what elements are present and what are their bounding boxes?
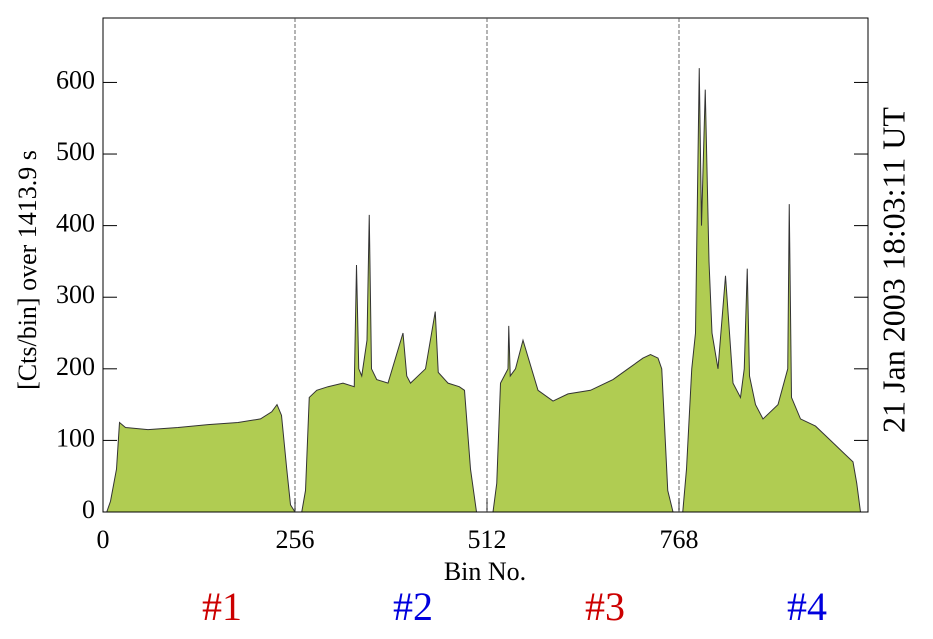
- y-tick-label: 400: [56, 209, 95, 238]
- x-tick-label: 0: [97, 525, 110, 554]
- area: [103, 68, 868, 513]
- segment-label: #4: [787, 584, 827, 629]
- segment-label: #1: [202, 584, 242, 629]
- y-tick-label: 500: [56, 137, 95, 166]
- right-label: 21 Jan 2003 18:03:11 UT: [875, 107, 911, 433]
- y-axis-label: [Cts/bin] over 1413.9 s: [13, 150, 42, 390]
- plot-frame: [102, 17, 869, 513]
- y-tick-label: 600: [56, 65, 95, 94]
- y-tick-label: 200: [56, 352, 95, 381]
- x-axis-label: Bin No.: [444, 557, 526, 586]
- y-tick-label: 100: [56, 423, 95, 452]
- segment-label: #2: [393, 584, 433, 629]
- y-tick-label: 0: [82, 495, 95, 524]
- x-tick-label: 768: [660, 525, 699, 554]
- y-tick-label: 300: [56, 280, 95, 309]
- x-tick-label: 256: [276, 525, 315, 554]
- segment-label: #3: [585, 584, 625, 629]
- x-tick-label: 512: [468, 525, 507, 554]
